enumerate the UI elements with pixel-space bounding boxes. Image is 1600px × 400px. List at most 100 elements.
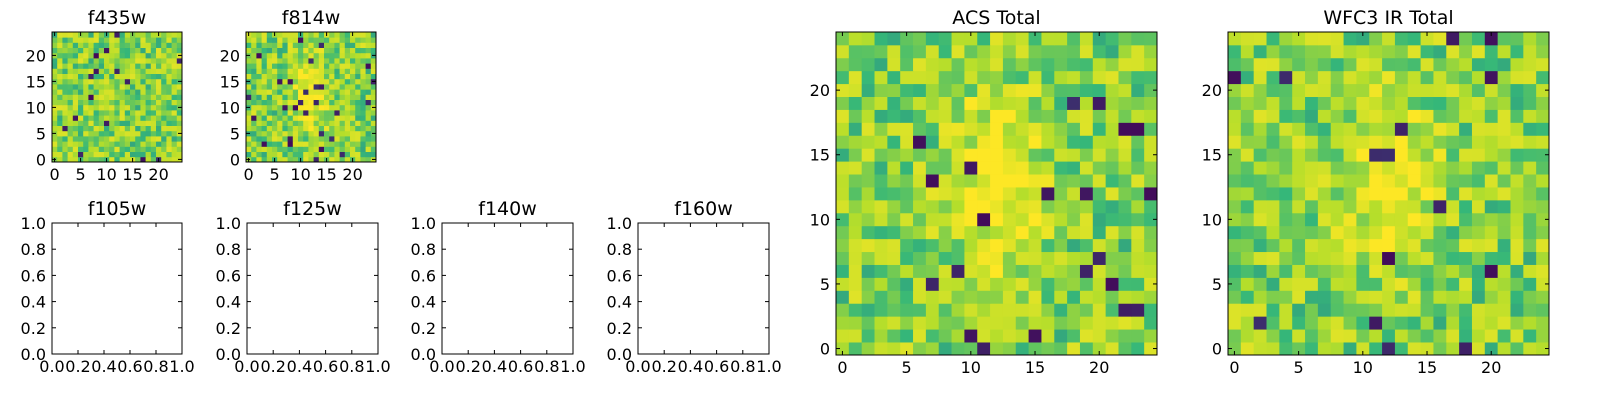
heatmap-cell [145,89,152,95]
heatmap-cell [848,83,863,97]
heatmap-cell [1253,57,1267,72]
heatmap-cell [1446,122,1460,136]
heatmap-cell [1240,109,1255,123]
heatmap-cell [104,42,110,48]
heatmap-cell [1536,32,1550,46]
heatmap-cell [1144,290,1158,304]
heatmap-cell [277,146,283,152]
heatmap-cell [370,68,377,74]
x-tick-label: 0.6 [313,357,338,376]
heatmap-cell [119,99,126,106]
heatmap-cell [1266,96,1280,110]
heatmap-cell [78,52,84,59]
heatmap-cell [339,104,346,111]
heatmap-cell [1484,148,1499,162]
heatmap-cell [913,32,927,46]
heatmap-cell [1446,96,1460,110]
heatmap-cell [114,68,120,74]
heatmap-cell [964,109,978,123]
heatmap-cell [1523,290,1537,304]
heatmap-cell [350,120,356,126]
heatmap-cell [324,47,330,54]
heatmap-cell [318,78,325,85]
heatmap-cell [861,32,875,46]
heatmap-cell [292,120,299,126]
heatmap-cell [104,130,110,137]
heatmap-cell [1266,135,1280,149]
heatmap-cell [913,303,927,317]
heatmap-cell [251,52,257,59]
heatmap-cell [1484,83,1499,97]
heatmap-cell [964,96,978,110]
heatmap-cell [1253,329,1267,343]
heatmap-cell [246,115,252,121]
heatmap-cell [861,70,875,85]
heatmap-cell [140,141,146,147]
heatmap-cell [1240,251,1255,265]
heatmap-cell [145,156,152,163]
heatmap-cell [104,78,110,85]
heatmap-cell [171,156,178,163]
heatmap-cell [161,42,167,48]
heatmap-cell [334,146,340,152]
heatmap-cell [329,130,335,137]
heatmap-cell [1002,316,1017,330]
heatmap-cell [176,32,183,38]
heatmap-cell [1002,212,1017,227]
heatmap-cell [339,89,346,95]
heatmap-cell [150,37,157,43]
heatmap-cell [277,78,283,85]
heatmap-cell [67,94,74,100]
heatmap-cell [1497,148,1511,162]
heatmap-cell [135,141,141,147]
heatmap-cell [78,58,84,64]
heatmap-cell [1279,329,1293,343]
heatmap-cell [109,89,115,95]
heatmap-cell [135,78,141,85]
heatmap-cell [1407,290,1421,304]
heatmap-cell [62,37,68,43]
heatmap-cell [93,136,100,142]
heatmap-cell [1092,148,1107,162]
heatmap-cell [1510,277,1524,291]
heatmap-cell [365,130,372,137]
axes-frame [637,222,770,355]
heatmap-cell [57,120,63,126]
x-tick-label: 15 [122,165,142,184]
heatmap-cell [1433,135,1447,149]
heatmap-cell [83,110,89,116]
heatmap-cell [93,68,100,74]
heatmap-cell [1317,148,1332,162]
heatmap-cell [171,84,178,90]
heatmap-cell [277,37,283,43]
heatmap-cell [1356,57,1370,72]
heatmap-cell [287,84,294,90]
heatmap-cell [150,32,157,38]
heatmap-cell [282,63,288,69]
x-tick-label: 5 [902,358,912,377]
heatmap-cell [287,141,294,147]
heatmap-cell [1240,83,1255,97]
heatmap-cell [1028,109,1042,123]
y-tick-label: 1.0 [216,214,241,233]
heatmap-cell [104,94,110,100]
y-tick-label: 10 [220,98,240,117]
heatmap-cell [140,156,146,163]
heatmap-cell [1054,83,1068,97]
heatmap-cell [1471,316,1486,330]
heatmap-cell [339,136,346,142]
heatmap-cell [1446,70,1460,85]
heatmap-cell [1067,329,1081,343]
heatmap-cell [1067,238,1081,253]
heatmap-cell [1067,212,1081,227]
heatmap-cell [88,42,94,48]
y-tick-label: 15 [1202,146,1222,165]
heatmap-cell [1092,225,1107,240]
x-tick-label: 1.0 [560,357,585,376]
heatmap-cell [150,130,157,137]
heatmap-cell [78,47,84,54]
heatmap-cell [360,68,366,74]
heatmap-cell [1041,135,1055,149]
heatmap-cell [256,94,262,100]
heatmap-cell [848,251,863,265]
